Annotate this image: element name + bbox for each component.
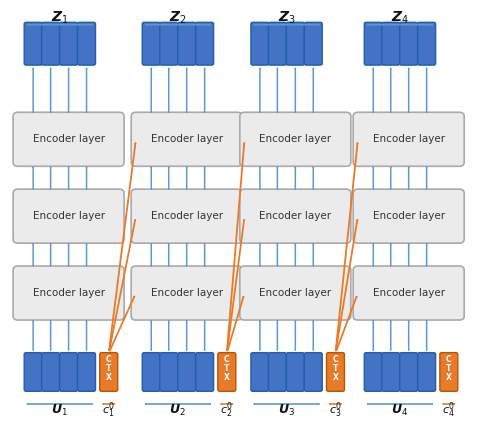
FancyBboxPatch shape (326, 353, 345, 391)
Text: $c_4^0$: $c_4^0$ (442, 401, 455, 421)
Text: Encoder layer: Encoder layer (259, 288, 332, 298)
FancyBboxPatch shape (142, 353, 160, 391)
FancyBboxPatch shape (400, 353, 418, 391)
Text: Encoder layer: Encoder layer (150, 134, 223, 144)
Text: Encoder layer: Encoder layer (32, 134, 105, 144)
Text: $c_2^0$: $c_2^0$ (220, 401, 233, 421)
FancyBboxPatch shape (240, 189, 351, 243)
FancyBboxPatch shape (196, 22, 214, 65)
FancyBboxPatch shape (60, 353, 78, 391)
FancyBboxPatch shape (178, 353, 196, 391)
FancyBboxPatch shape (286, 22, 304, 65)
FancyBboxPatch shape (418, 22, 436, 65)
Text: $c_1^0$: $c_1^0$ (102, 401, 115, 421)
FancyBboxPatch shape (24, 353, 42, 391)
FancyBboxPatch shape (240, 112, 351, 166)
Text: Encoder layer: Encoder layer (32, 288, 105, 298)
FancyBboxPatch shape (60, 22, 78, 65)
FancyBboxPatch shape (268, 22, 286, 65)
FancyBboxPatch shape (364, 353, 382, 391)
FancyBboxPatch shape (78, 22, 95, 65)
FancyBboxPatch shape (131, 189, 242, 243)
Text: $\boldsymbol{Z}_4$: $\boldsymbol{Z}_4$ (391, 9, 409, 26)
FancyBboxPatch shape (353, 266, 464, 320)
FancyBboxPatch shape (13, 266, 124, 320)
FancyBboxPatch shape (353, 189, 464, 243)
Text: Encoder layer: Encoder layer (373, 211, 445, 221)
FancyBboxPatch shape (13, 112, 124, 166)
FancyBboxPatch shape (251, 22, 269, 65)
Text: Encoder layer: Encoder layer (32, 211, 105, 221)
Text: C
T
X: C T X (224, 355, 230, 382)
Text: Encoder layer: Encoder layer (259, 211, 332, 221)
FancyBboxPatch shape (218, 353, 236, 391)
FancyBboxPatch shape (364, 22, 382, 65)
Text: $\boldsymbol{U}_3$: $\boldsymbol{U}_3$ (278, 403, 295, 418)
Text: Encoder layer: Encoder layer (150, 288, 223, 298)
Text: $c_3^0$: $c_3^0$ (329, 401, 342, 421)
FancyBboxPatch shape (304, 353, 322, 391)
Text: C
T
X: C T X (106, 355, 112, 382)
FancyBboxPatch shape (353, 112, 464, 166)
Text: Encoder layer: Encoder layer (150, 211, 223, 221)
FancyBboxPatch shape (13, 189, 124, 243)
FancyBboxPatch shape (78, 353, 95, 391)
FancyBboxPatch shape (382, 22, 400, 65)
Text: $\boldsymbol{U}_2$: $\boldsymbol{U}_2$ (170, 403, 187, 418)
Text: $\boldsymbol{U}_4$: $\boldsymbol{U}_4$ (391, 403, 409, 418)
FancyBboxPatch shape (160, 353, 178, 391)
Text: C
T
X: C T X (333, 355, 338, 382)
FancyBboxPatch shape (251, 353, 269, 391)
Text: $\boldsymbol{Z}_3$: $\boldsymbol{Z}_3$ (278, 9, 295, 26)
Text: $\boldsymbol{U}_1$: $\boldsymbol{U}_1$ (52, 403, 68, 418)
FancyBboxPatch shape (240, 266, 351, 320)
Text: Encoder layer: Encoder layer (373, 288, 445, 298)
FancyBboxPatch shape (382, 353, 400, 391)
FancyBboxPatch shape (24, 22, 42, 65)
FancyBboxPatch shape (160, 22, 178, 65)
FancyBboxPatch shape (131, 266, 242, 320)
FancyBboxPatch shape (418, 353, 436, 391)
FancyBboxPatch shape (131, 112, 242, 166)
Text: C
T
X: C T X (446, 355, 452, 382)
FancyBboxPatch shape (440, 353, 458, 391)
FancyBboxPatch shape (142, 22, 160, 65)
FancyBboxPatch shape (41, 353, 60, 391)
FancyBboxPatch shape (268, 353, 286, 391)
FancyBboxPatch shape (400, 22, 418, 65)
FancyBboxPatch shape (196, 353, 214, 391)
Text: $\boldsymbol{Z}_2$: $\boldsymbol{Z}_2$ (169, 9, 187, 26)
FancyBboxPatch shape (100, 353, 118, 391)
FancyBboxPatch shape (178, 22, 196, 65)
FancyBboxPatch shape (286, 353, 304, 391)
Text: Encoder layer: Encoder layer (259, 134, 332, 144)
FancyBboxPatch shape (304, 22, 322, 65)
FancyBboxPatch shape (41, 22, 60, 65)
Text: $\boldsymbol{Z}_1$: $\boldsymbol{Z}_1$ (51, 9, 69, 26)
Text: Encoder layer: Encoder layer (373, 134, 445, 144)
